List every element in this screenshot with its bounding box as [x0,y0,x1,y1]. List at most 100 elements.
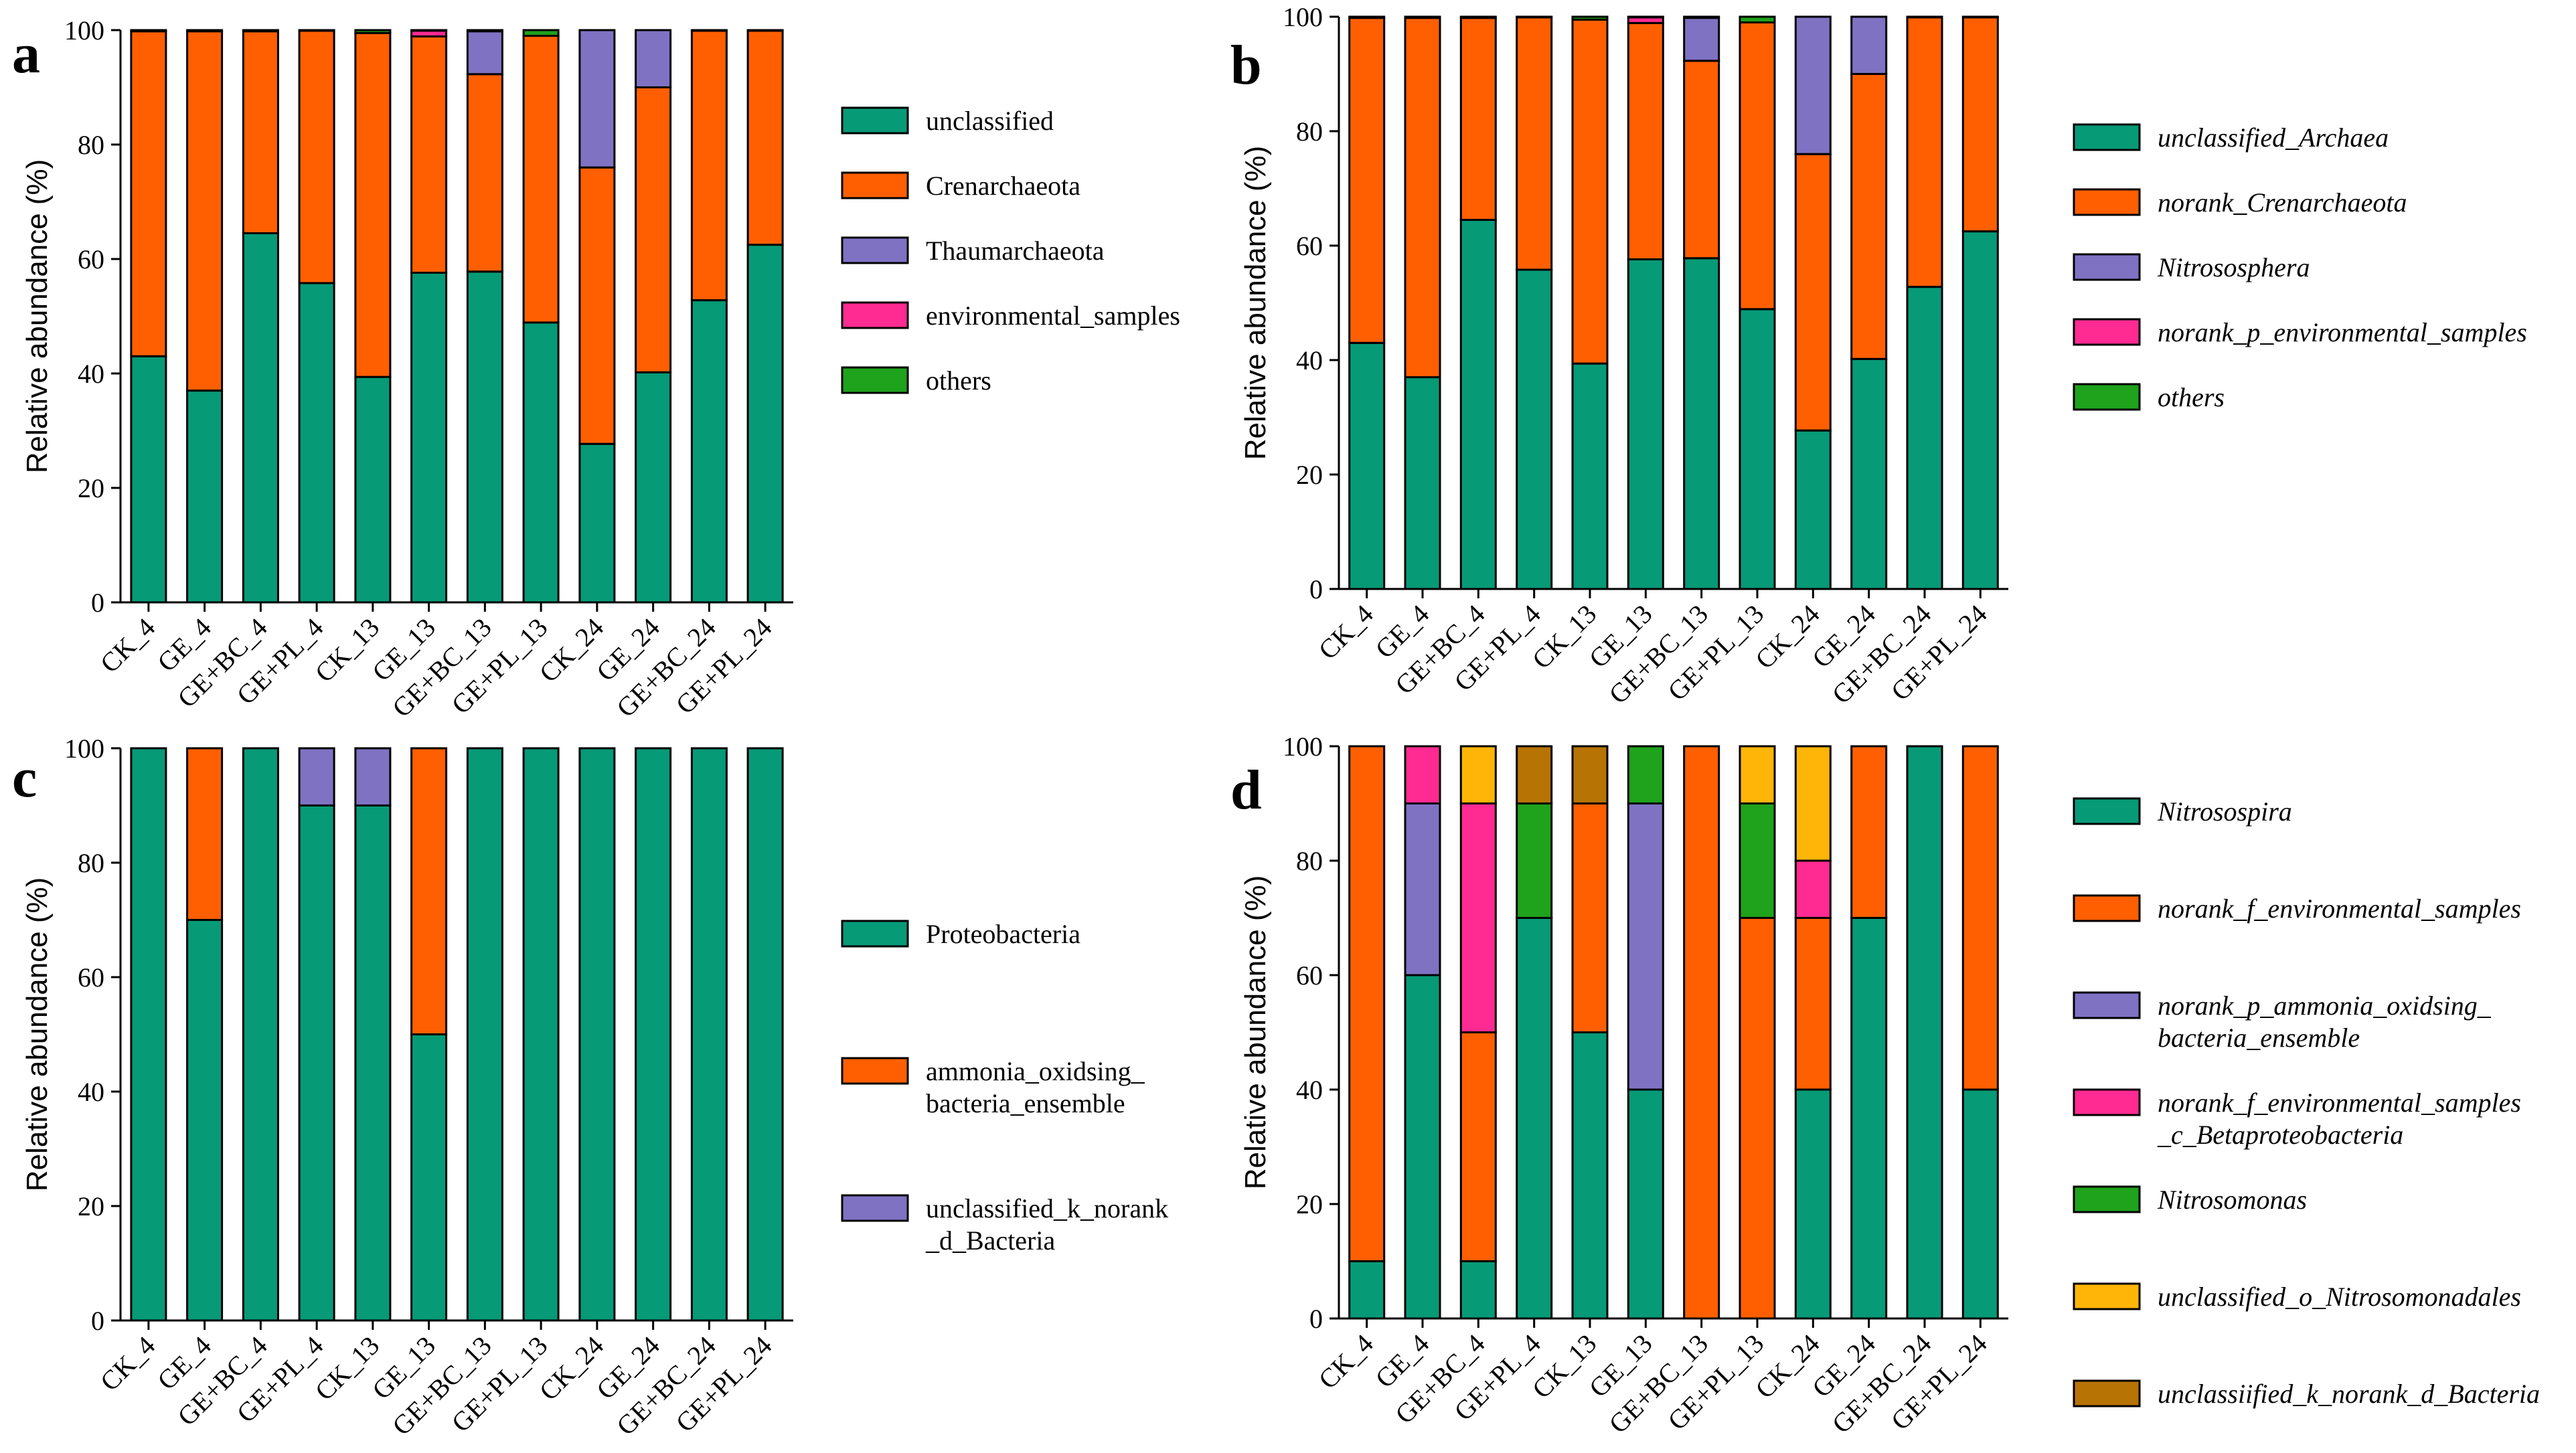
legend-label-a-crenarchaeota: Crenarchaeota [926,171,1080,201]
bar-b-ge-24-nitrososphera [1850,15,1888,75]
bar-a-ge-13-unclassified [410,272,448,604]
y-tick-label-b-100: 100 [1283,2,1323,32]
panel-label-a: a [12,23,40,85]
bar-a-ge-bc-24-others [690,29,728,32]
bar-d-ge-4-nitrosospira [1404,974,1441,1320]
bar-d-ck-24-norank-f-environmental-samples-c-betaproteobacteria [1794,859,1832,919]
bar-a-ge-4-unclassified [186,390,224,604]
bar-d-ck-13-norank-f-environmental-samples [1571,802,1609,1033]
bar-b-ge-pl-4-norank-crenarchaeota [1516,16,1553,271]
legend-swatch-d-unclassified-o-nitrosomonadales [2073,1282,2141,1310]
bar-b-ge-pl-24-norank-crenarchaeota [1961,16,1999,233]
bar-a-ck-24-thaumarchaeota [578,29,616,169]
legend-swatch-a-thaumarchaeota [841,236,909,264]
legend-swatch-a-environmental-samples [841,301,909,329]
bar-d-ck-13-unclassiified-k-norank-d-bacteria [1571,745,1609,804]
y-tick-label-d-60: 60 [1296,960,1323,991]
legend-label-b-others: others [2158,382,2225,412]
legend-label-a-thaumarchaeota: Thaumarchaeota [926,236,1105,266]
bar-a-ge-bc-4-unclassified [242,232,279,604]
bar-b-ge-pl-24-unclassified-archaea [1961,230,1999,590]
bar-d-ck-4-norank-f-environmental-samples [1348,745,1386,1262]
bar-d-ge-bc-4-unclassified-o-nitrosomonadales [1459,745,1497,804]
y-tick-label-d-100: 100 [1283,732,1323,762]
x-tick-label-d-ck-24: CK_24 [1749,1329,1826,1405]
bar-c-ck-13-proteobacteria [354,804,392,1322]
bar-a-ge-pl-24-unclassified [746,244,784,604]
y-axis-title-a: Relative abundance (%) [21,159,54,474]
x-tick-label-b-ck-4: CK_4 [1313,599,1379,665]
bar-c-ge-24-proteobacteria [635,747,672,1322]
chart-panel-d: CK_4GE_4GE+BC_4GE+PL_4CK_13GE_13GE+BC_13… [1239,732,2540,1439]
bar-c-ck-4-proteobacteria [130,747,167,1322]
bar-a-ge-bc-13-thaumarchaeota [466,30,503,76]
bar-b-ge-bc-13-unclassified-archaea [1683,257,1720,590]
x-tick-label-a-ck-24: CK_24 [534,612,610,689]
y-tick-label-c-40: 40 [78,1077,104,1107]
y-tick-label-c-80: 80 [78,848,104,878]
x-tick-label-c-ck-24: CK_24 [534,1331,610,1407]
y-tick-label-c-20: 20 [78,1191,104,1221]
legend-swatch-a-unclassified [841,106,909,135]
bar-b-ck-13-others [1571,15,1609,21]
bar-b-ge-pl-13-norank-crenarchaeota [1739,21,1776,311]
bar-b-ck-13-norank-crenarchaeota [1571,18,1609,365]
x-tick-label-d-ck-13: CK_13 [1526,1329,1603,1405]
legend-label-c-ammonia-oxidsing-bacteria-ensemble: ammonia_oxidsing_ bacteria_ensemble [926,1056,1145,1118]
legend-label-d-norank-p-ammonia-oxidsing-bacteria-ensemble: norank_p_ammonia_oxidsing_ bacteria_ensem… [2158,991,2492,1053]
bar-c-ck-24-proteobacteria [578,747,616,1322]
bar-b-ge-bc-13-norank-crenarchaeota [1683,60,1720,260]
bar-b-ck-24-nitrososphera [1794,15,1832,155]
legend-swatch-d-norank-f-environmental-samples [2073,894,2141,922]
bar-c-ge-pl-13-proteobacteria [522,747,560,1322]
panel-label-b: b [1230,34,1262,96]
bar-a-ge-pl-13-unclassified [522,321,560,604]
legend-swatch-b-others [2073,383,2141,411]
bar-a-ck-4-others [130,29,167,33]
bar-b-ge-bc-4-unclassified-archaea [1459,219,1497,590]
bar-d-ge-bc-13-norank-f-environmental-samples [1683,745,1720,1320]
legend-swatch-c-ammonia-oxidsing-bacteria-ensemble [841,1057,909,1085]
y-axis-title-c: Relative abundance (%) [21,877,54,1192]
legend-swatch-c-proteobacteria [841,920,909,948]
y-tick-label-c-60: 60 [78,962,104,993]
bar-b-ge-4-norank-crenarchaeota [1404,17,1441,379]
bar-d-ge-pl-4-unclassiified-k-norank-d-bacteria [1516,745,1553,804]
legend-swatch-b-norank-crenarchaeota [2073,188,2141,216]
bar-b-ge-pl-4-unclassified-archaea [1516,268,1553,590]
y-tick-label-a-20: 20 [78,473,104,503]
bar-b-ge-pl-13-unclassified-archaea [1739,308,1776,590]
bar-a-ge-bc-13-unclassified [466,270,503,604]
bar-c-ge-4-proteobacteria [186,919,224,1322]
bar-d-ge-bc-4-norank-f-environmental-samples-c-betaproteobacteria [1459,802,1497,1033]
legend-swatch-b-unclassified-archaea [2073,123,2141,151]
legend-label-b-norank-crenarchaeota: norank_Crenarchaeota [2158,187,2407,218]
bar-d-ge-bc-4-norank-f-environmental-samples [1459,1031,1497,1262]
y-tick-label-d-0: 0 [1309,1304,1323,1334]
bar-b-ck-24-norank-crenarchaeota [1794,153,1832,432]
bar-a-ge-pl-13-crenarchaeota [522,35,560,324]
y-tick-label-a-60: 60 [78,244,104,274]
bar-b-ge-pl-13-others [1739,15,1776,23]
bar-b-ck-24-unclassified-archaea [1794,429,1832,590]
bar-c-ge-pl-4-proteobacteria [298,804,335,1322]
y-tick-label-a-40: 40 [78,359,104,389]
bar-d-ge-4-norank-p-ammonia-oxidsing-bacteria-ensemble [1404,802,1441,976]
legend-label-a-others: others [926,365,991,396]
bar-a-ck-13-unclassified [354,375,392,604]
bar-d-ge-pl-13-unclassified-o-nitrosomonadales [1739,745,1776,804]
legend-label-b-nitrososphera: Nitrososphera [2157,252,2310,282]
bar-d-ge-pl-24-nitrosospira [1961,1088,1999,1320]
bar-a-ge-bc-13-others [466,29,503,33]
bar-a-ck-4-crenarchaeota [130,30,167,357]
panel-label-d: d [1230,759,1262,821]
bar-b-ge-24-unclassified-archaea [1850,357,1888,590]
legend-label-b-norank-p-environmental-samples: norank_p_environmental_samples [2158,317,2527,347]
x-tick-label-b-ck-13: CK_13 [1526,599,1603,675]
bar-a-ge-pl-4-others [298,29,335,32]
x-tick-label-a-ck-4: CK_4 [94,612,161,679]
legend-swatch-d-norank-f-environmental-samples-c-betaproteobacteria [2073,1088,2141,1116]
bar-c-ge-13-proteobacteria [410,1033,448,1322]
x-tick-label-a-ck-13: CK_13 [309,612,386,689]
